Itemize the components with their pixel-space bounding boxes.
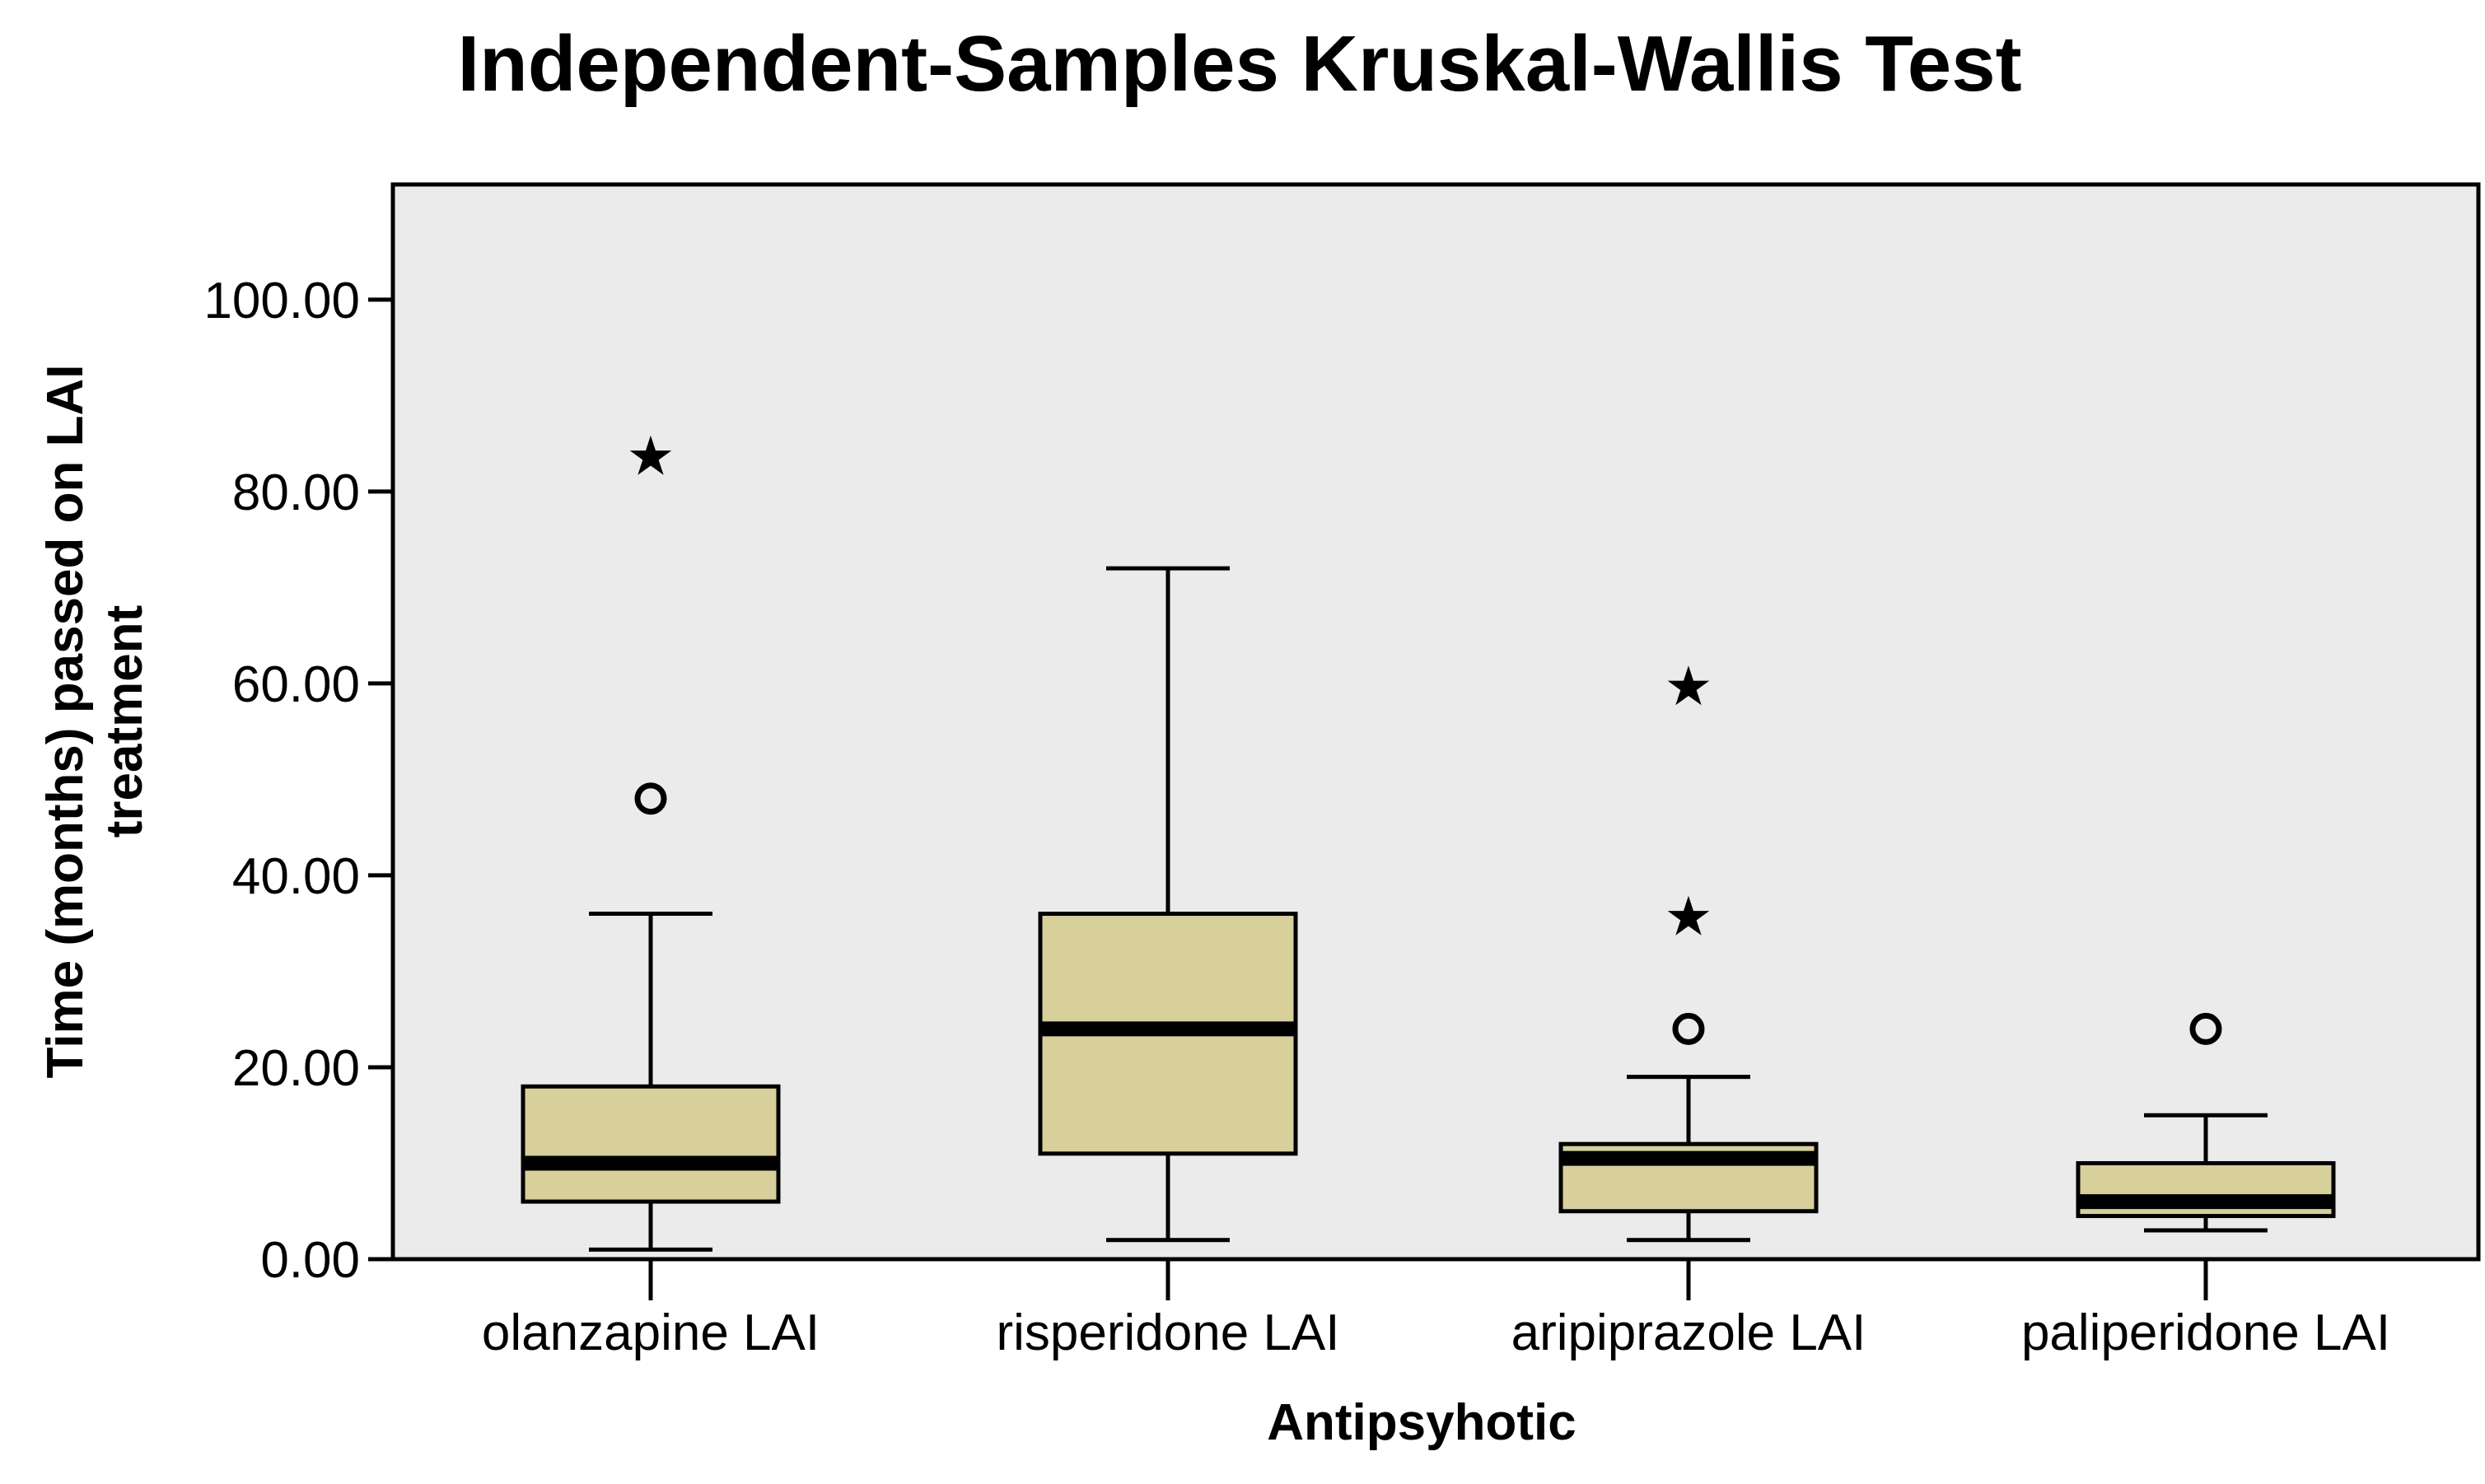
box-group	[1038, 566, 1298, 1243]
y-axis-title-line-2: treatment	[96, 605, 153, 838]
y-tick-label: 80.00	[232, 464, 360, 521]
y-tick-label: 100.00	[203, 273, 360, 329]
x-tick-label: risperidone LAI	[996, 1304, 1339, 1361]
outlier-extreme-star: ★	[1664, 885, 1712, 949]
box-group: ★	[521, 424, 781, 1252]
chart-title: Independent-Samples Kruskal-Wallis Test	[457, 20, 2021, 108]
box-group	[2076, 1012, 2336, 1233]
x-axis-title: Antipsyhotic	[1267, 1394, 1576, 1451]
boxplot-series: ★★★	[521, 424, 2336, 1252]
outlier-circle	[2189, 1012, 2222, 1045]
y-tick-label: 60.00	[232, 656, 360, 713]
box-group: ★★	[1558, 655, 1819, 1243]
y-axis: 0.00 20.00 40.00 60.00 80.00 100.00	[203, 273, 393, 1289]
plot-area	[390, 182, 2481, 1262]
x-tick-label: paliperidone LAI	[2021, 1304, 2390, 1361]
y-axis-title-line-1: Time (months) passed on LAI	[37, 365, 94, 1079]
x-axis: olanzapine LAI risperidone LAI aripiprazol…	[482, 1259, 2390, 1361]
x-tick-label: olanzapine LAI	[482, 1304, 820, 1361]
y-tick-label: 20.00	[232, 1040, 360, 1097]
iqr-box	[521, 1084, 781, 1204]
outlier-circle	[1672, 1012, 1705, 1045]
x-tick-label: aripiprazole LAI	[1511, 1304, 1866, 1361]
outlier-extreme-star: ★	[626, 424, 675, 488]
outlier-extreme-star: ★	[1664, 655, 1712, 718]
y-tick-label: 0.00	[260, 1232, 360, 1289]
y-tick-label: 40.00	[232, 848, 360, 905]
outlier-circle	[634, 782, 667, 815]
